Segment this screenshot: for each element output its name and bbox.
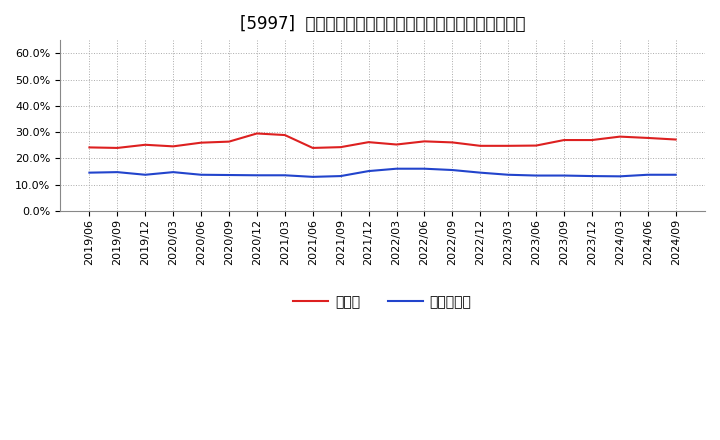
現預金 <box>225 139 233 144</box>
現預金 <box>644 135 652 140</box>
現預金 <box>559 137 568 143</box>
現預金 <box>588 137 596 143</box>
Legend: 現預金, 有利子負債: 現預金, 有利子負債 <box>288 290 477 315</box>
有利子負債 <box>197 172 205 177</box>
現預金 <box>532 143 541 148</box>
現預金 <box>448 140 456 145</box>
現預金 <box>141 142 150 147</box>
有利子負債 <box>392 166 401 171</box>
有利子負債 <box>225 172 233 178</box>
現預金 <box>671 137 680 142</box>
現預金 <box>197 140 205 145</box>
有利子負債 <box>588 173 596 179</box>
有利子負債 <box>169 169 178 175</box>
有利子負債 <box>476 170 485 175</box>
有利子負債 <box>281 172 289 178</box>
現預金 <box>420 139 428 144</box>
現預金 <box>308 145 317 150</box>
有利子負債 <box>644 172 652 177</box>
有利子負債 <box>364 169 373 174</box>
有利子負債 <box>448 167 456 172</box>
現預金 <box>336 144 345 150</box>
有利子負債 <box>559 173 568 178</box>
Line: 現預金: 現預金 <box>89 133 675 148</box>
Line: 有利子負債: 有利子負債 <box>89 169 675 177</box>
有利子負債 <box>420 166 428 171</box>
現預金 <box>253 131 261 136</box>
有利子負債 <box>616 174 624 179</box>
有利子負債 <box>532 173 541 178</box>
現預金 <box>85 145 94 150</box>
有利子負債 <box>336 173 345 179</box>
現預金 <box>392 142 401 147</box>
有利子負債 <box>253 172 261 178</box>
有利子負債 <box>671 172 680 177</box>
有利子負債 <box>141 172 150 177</box>
現預金 <box>169 144 178 149</box>
現預金 <box>364 139 373 145</box>
有利子負債 <box>504 172 513 177</box>
現預金 <box>616 134 624 139</box>
Title: [5997]  現預金、有利子負債の総資産に対する比率の推移: [5997] 現預金、有利子負債の総資産に対する比率の推移 <box>240 15 526 33</box>
有利子負債 <box>308 174 317 180</box>
現預金 <box>281 132 289 138</box>
現預金 <box>113 145 122 150</box>
有利子負債 <box>85 170 94 175</box>
有利子負債 <box>113 169 122 175</box>
現預金 <box>504 143 513 148</box>
現預金 <box>476 143 485 148</box>
